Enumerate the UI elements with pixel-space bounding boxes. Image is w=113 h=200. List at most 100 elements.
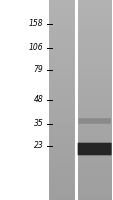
Bar bbox=[49, 102, 75, 105]
Bar bbox=[77, 118, 111, 120]
Bar bbox=[77, 148, 111, 150]
Bar bbox=[49, 172, 75, 175]
Bar bbox=[49, 182, 75, 185]
Bar bbox=[77, 92, 111, 95]
Bar bbox=[77, 27, 111, 30]
Bar bbox=[49, 112, 75, 115]
Bar bbox=[77, 185, 111, 188]
Bar bbox=[49, 108, 75, 110]
Bar bbox=[77, 35, 111, 38]
Text: 79: 79 bbox=[33, 66, 43, 74]
Bar bbox=[77, 98, 111, 100]
Bar bbox=[49, 27, 75, 30]
Bar bbox=[77, 40, 111, 43]
Bar bbox=[49, 70, 75, 73]
Bar bbox=[49, 50, 75, 52]
Bar bbox=[77, 128, 111, 130]
Bar bbox=[77, 152, 111, 155]
Bar bbox=[77, 108, 111, 110]
Bar bbox=[49, 192, 75, 195]
Bar bbox=[77, 125, 111, 128]
FancyBboxPatch shape bbox=[78, 118, 110, 124]
Bar bbox=[49, 142, 75, 145]
Bar bbox=[49, 0, 75, 2]
Text: 35: 35 bbox=[33, 119, 43, 129]
Bar bbox=[77, 198, 111, 200]
Bar bbox=[77, 145, 111, 148]
Bar bbox=[49, 7, 75, 10]
Bar bbox=[77, 12, 111, 15]
Bar bbox=[77, 190, 111, 192]
Bar bbox=[49, 85, 75, 88]
Bar bbox=[77, 15, 111, 18]
Bar bbox=[49, 0, 75, 200]
Bar bbox=[49, 77, 75, 80]
Bar bbox=[77, 165, 111, 168]
Bar bbox=[77, 162, 111, 165]
Bar bbox=[49, 195, 75, 198]
Bar bbox=[77, 25, 111, 27]
Bar bbox=[77, 178, 111, 180]
Bar bbox=[77, 182, 111, 185]
Bar bbox=[49, 88, 75, 90]
Bar bbox=[77, 150, 111, 152]
Bar bbox=[77, 47, 111, 50]
Bar bbox=[49, 105, 75, 108]
Bar bbox=[49, 18, 75, 20]
Bar bbox=[77, 172, 111, 175]
Bar bbox=[49, 95, 75, 98]
Bar bbox=[49, 148, 75, 150]
Bar bbox=[77, 7, 111, 10]
Bar bbox=[77, 168, 111, 170]
Bar bbox=[49, 10, 75, 12]
Bar bbox=[77, 138, 111, 140]
Bar bbox=[49, 160, 75, 162]
Bar bbox=[77, 70, 111, 73]
Bar bbox=[49, 65, 75, 68]
Bar bbox=[77, 105, 111, 108]
Bar bbox=[77, 62, 111, 65]
Bar bbox=[77, 0, 111, 2]
Bar bbox=[49, 110, 75, 112]
Bar bbox=[49, 128, 75, 130]
Bar bbox=[77, 102, 111, 105]
Bar bbox=[77, 50, 111, 52]
Bar bbox=[77, 82, 111, 85]
Bar bbox=[77, 80, 111, 82]
Bar bbox=[49, 150, 75, 152]
Bar bbox=[49, 92, 75, 95]
Bar bbox=[49, 68, 75, 70]
Bar bbox=[49, 190, 75, 192]
Bar bbox=[49, 122, 75, 125]
Bar bbox=[77, 180, 111, 182]
Bar bbox=[77, 0, 111, 200]
Bar bbox=[49, 12, 75, 15]
Bar bbox=[49, 38, 75, 40]
Bar bbox=[77, 77, 111, 80]
Bar bbox=[49, 43, 75, 45]
Bar bbox=[49, 198, 75, 200]
Bar bbox=[77, 170, 111, 172]
Bar bbox=[77, 110, 111, 112]
Bar bbox=[77, 195, 111, 198]
Bar bbox=[77, 88, 111, 90]
FancyBboxPatch shape bbox=[77, 143, 111, 155]
Bar bbox=[49, 170, 75, 172]
Bar bbox=[49, 73, 75, 75]
Bar bbox=[77, 2, 111, 5]
Bar bbox=[49, 178, 75, 180]
Bar bbox=[77, 142, 111, 145]
Bar bbox=[49, 58, 75, 60]
Bar bbox=[77, 10, 111, 12]
Bar bbox=[77, 5, 111, 7]
Text: 48: 48 bbox=[33, 96, 43, 104]
Bar bbox=[77, 90, 111, 92]
Bar bbox=[77, 30, 111, 32]
Bar bbox=[77, 100, 111, 102]
Bar bbox=[49, 2, 75, 5]
Bar bbox=[49, 52, 75, 55]
Bar bbox=[77, 22, 111, 25]
Bar bbox=[77, 112, 111, 115]
Bar bbox=[77, 85, 111, 88]
Bar bbox=[77, 160, 111, 162]
